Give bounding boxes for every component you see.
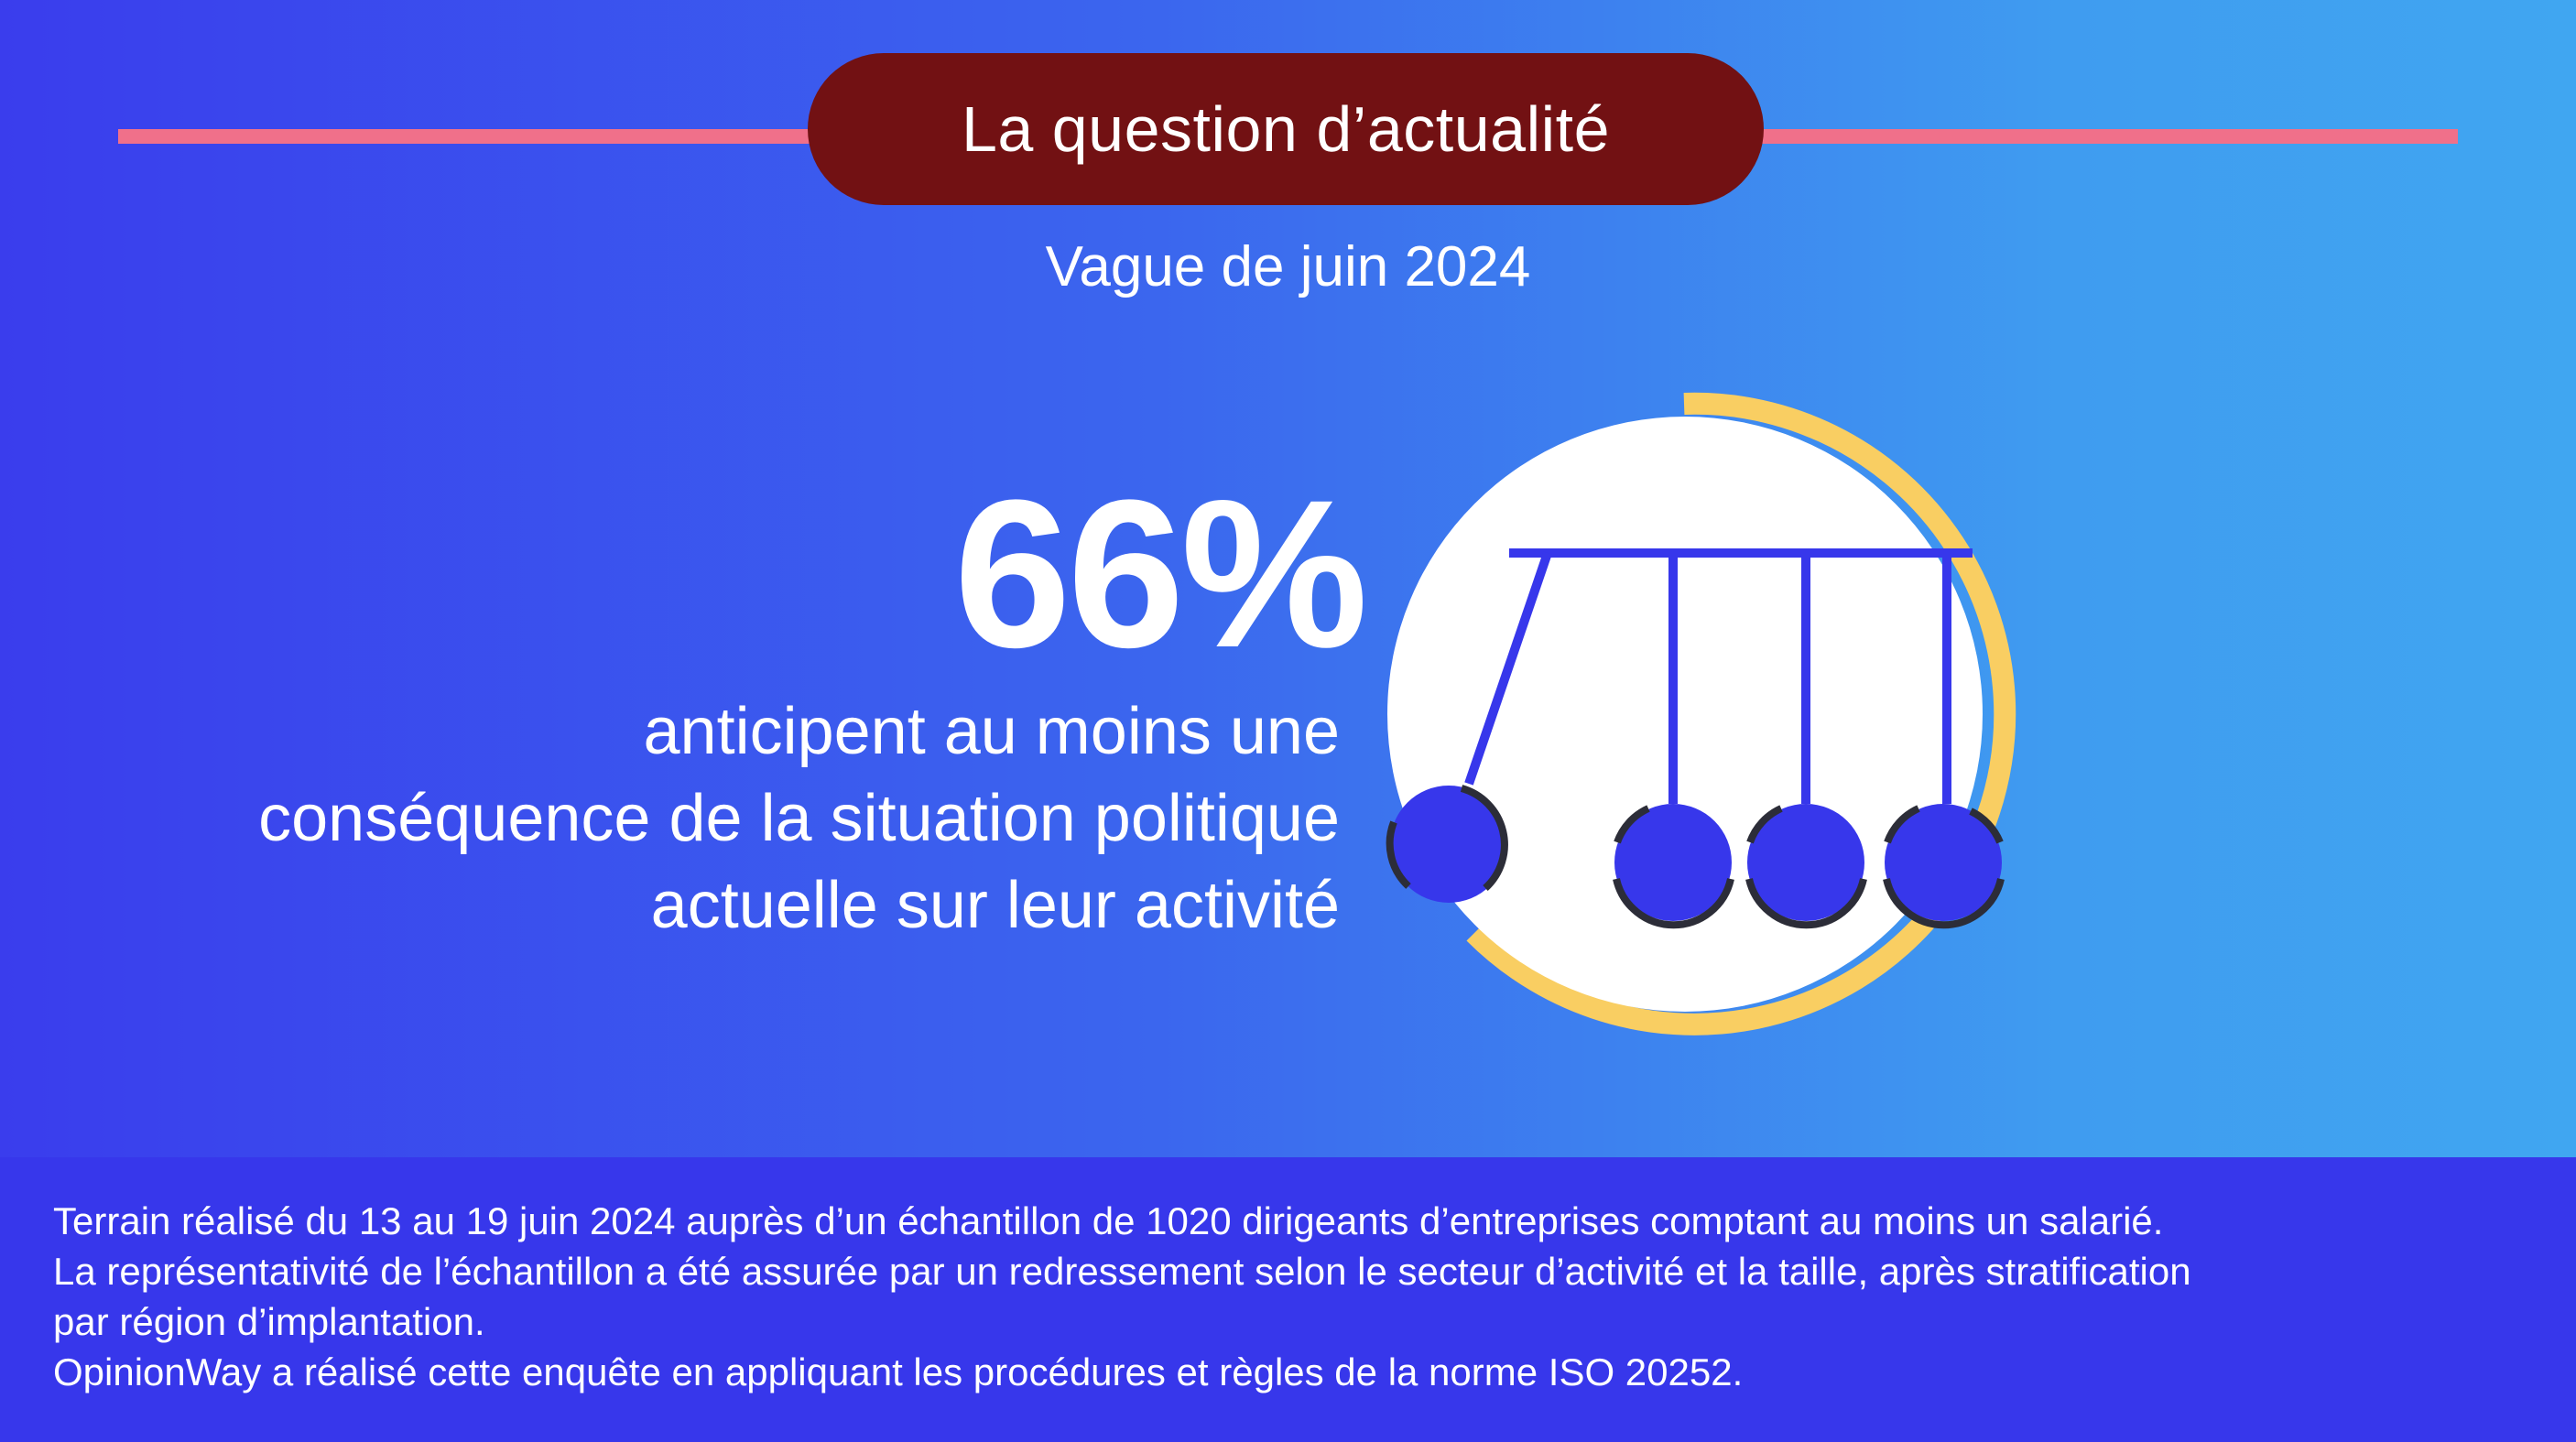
header-rule-left [118,129,823,144]
ball-shadow-arc [1883,878,2005,929]
ball-shadow-arc [1613,878,1734,929]
ball-shadow-arc [1746,805,1783,844]
stat-caption-line: anticipent au moins une [643,695,1341,768]
methodology-line: OpinionWay a réalisé cette enquête en ap… [53,1350,1744,1393]
methodology-line: La représentativité de l’échantillon a é… [53,1250,2191,1293]
ball-shadow-arc [1614,805,1650,844]
title-pill: La question d’actualité [808,53,1764,205]
cradle-ball [1885,804,2002,921]
cradle-ball [1747,804,1864,921]
cradle-string [1464,551,1552,786]
header-rule-right [1749,129,2458,144]
ball-shadow-arc [1386,820,1411,889]
page-subtitle: Vague de juin 2024 [1045,235,1531,298]
cradle-ball [1390,786,1507,903]
cradle-ball [1614,804,1732,921]
stat-caption-line: actuelle sur leur activité [650,869,1340,942]
page-title: La question d’actualité [961,93,1611,165]
newtons-cradle-icon [1386,392,2016,1035]
methodology-line: Terrain réalisé du 13 au 19 juin 2024 au… [53,1199,2164,1242]
ball-shadow-arc [1884,805,1920,844]
footer-band [0,1157,2576,1442]
ball-shadow-arc [1969,808,2004,844]
ball-shadow-arc [1460,785,1508,891]
methodology-note: Terrain réalisé du 13 au 19 juin 2024 au… [53,1196,2544,1397]
stat-caption-line: conséquence de la situation politique [258,782,1340,855]
stat-value: 66% [953,456,1368,691]
ball-shadow-arc [1745,878,1867,929]
stat-caption: anticipent au moins une conséquence de l… [73,688,1340,949]
methodology-line: par région d’implantation. [53,1300,485,1343]
